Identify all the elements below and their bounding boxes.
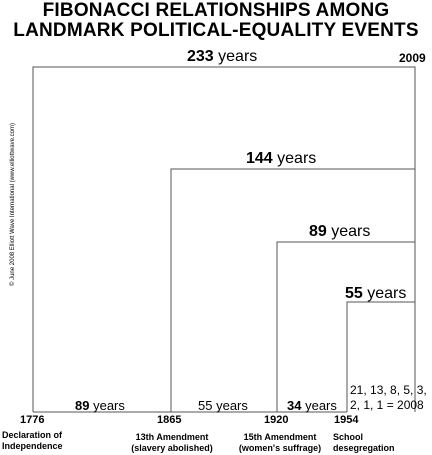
span-number-233: 233 [187, 48, 214, 65]
span-label-89: 89 years [309, 223, 370, 241]
event-year-1954: 1954 [334, 414, 359, 426]
event-year-1776: 1776 [20, 414, 45, 426]
event-year-1865: 1865 [157, 414, 182, 426]
event-caption-1865-line-2: (slavery abolished) [131, 443, 213, 453]
bracket-89-years [276, 241, 415, 412]
event-caption-1954-line-1: School [333, 432, 364, 442]
fibonacci-note-line-1: 21, 13, 8, 5, 3, [350, 383, 427, 397]
end-year-label: 2009 [399, 51, 426, 65]
interval-label-34: 34 years [287, 398, 337, 413]
event-caption-1954: School desegregation [333, 432, 395, 454]
span-number-55: 55 [345, 285, 363, 302]
interval-unit-34: years [305, 398, 337, 413]
copyright-credit: © June 2008 Elliott Wave International (… [10, 123, 16, 286]
event-caption-1920-line-1: 15th Amendment [243, 432, 317, 442]
event-caption-1920: 15th Amendment (women's suffrage) [234, 432, 326, 454]
event-caption-1776-line-2: Independence [2, 441, 63, 451]
event-caption-1865: 13th Amendment (slavery abolished) [122, 432, 222, 454]
event-caption-1776: Declaration of Independence [2, 430, 63, 452]
interval-number-89: 89 [75, 398, 90, 413]
interval-label-89: 89 years [75, 398, 125, 413]
span-label-144: 144 years [246, 150, 316, 168]
span-unit-144: years [277, 150, 317, 167]
event-year-1920: 1920 [264, 414, 289, 426]
title-line-2: LANDMARK POLITICAL-EQUALITY EVENTS [13, 20, 419, 41]
span-number-144: 144 [246, 150, 273, 167]
bracket-55-years [346, 301, 415, 412]
interval-number-34: 34 [287, 398, 302, 413]
span-number-89: 89 [309, 223, 327, 240]
interval-unit-89: years [93, 398, 125, 413]
fibonacci-sum-note: 21, 13, 8, 5, 3, 2, 1, 1 = 2008 [350, 383, 427, 413]
interval-unit-55: years [216, 398, 248, 413]
span-label-233: 233 years [187, 48, 257, 66]
interval-label-55: 55 years [198, 398, 248, 413]
bracket-144-years [170, 168, 415, 412]
fibonacci-note-line-2: 2, 1, 1 = 2008 [350, 398, 424, 412]
event-caption-1865-line-1: 13th Amendment [135, 432, 209, 442]
event-caption-1776-line-1: Declaration of [2, 430, 63, 440]
span-unit-89: years [331, 223, 371, 240]
event-caption-1954-line-2: desegregation [333, 443, 395, 453]
title-line-1: FIBONACCI RELATIONSHIPS AMONG [42, 0, 390, 21]
bracket-233-years [32, 66, 416, 412]
span-unit-55: years [367, 285, 407, 302]
interval-number-55: 55 [198, 398, 213, 413]
event-caption-1920-line-2: (women's suffrage) [238, 443, 322, 453]
span-label-55: 55 years [345, 285, 406, 303]
span-unit-233: years [218, 48, 258, 65]
